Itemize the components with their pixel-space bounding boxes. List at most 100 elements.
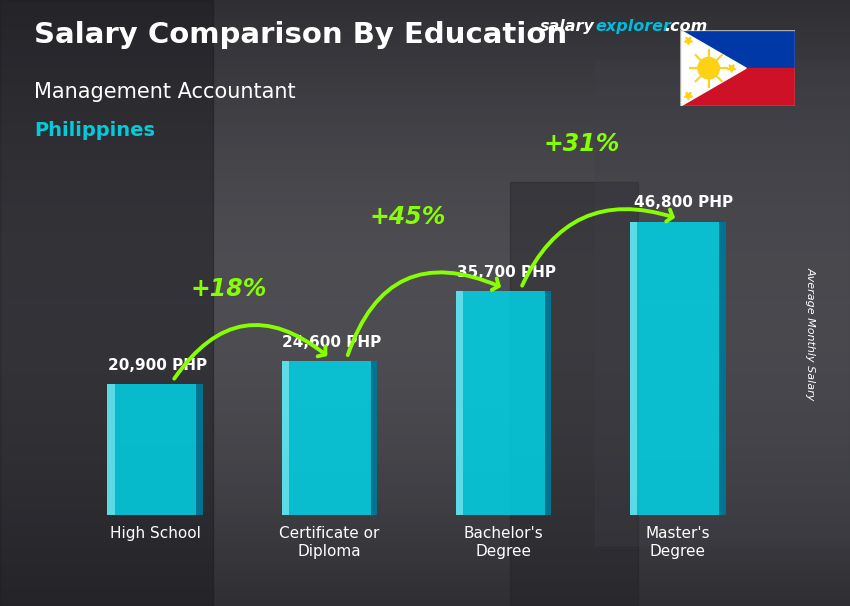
Text: +18%: +18% <box>190 278 267 301</box>
Bar <box>0 130 850 133</box>
Bar <box>0 79 850 82</box>
Bar <box>196 384 203 515</box>
Bar <box>0 509 850 512</box>
Bar <box>0 345 850 348</box>
Bar <box>0 409 850 412</box>
Bar <box>0 233 850 236</box>
Bar <box>0 433 850 436</box>
Bar <box>0 524 850 527</box>
Bar <box>0 358 850 361</box>
Bar <box>0 167 850 170</box>
Bar <box>0 367 850 370</box>
Bar <box>0 97 850 100</box>
Bar <box>0 503 850 506</box>
Bar <box>0 15 850 18</box>
Bar <box>0 591 850 594</box>
Bar <box>456 291 463 515</box>
Bar <box>0 285 850 288</box>
Bar <box>0 339 850 342</box>
Bar <box>0 194 850 197</box>
Bar <box>0 212 850 215</box>
Bar <box>0 403 850 406</box>
Bar <box>0 436 850 439</box>
Bar <box>0 391 850 394</box>
Bar <box>0 394 850 397</box>
Text: .com: .com <box>665 19 708 35</box>
Bar <box>0 282 850 285</box>
Bar <box>0 197 850 200</box>
Bar <box>0 106 850 109</box>
Bar <box>680 68 795 107</box>
Bar <box>0 127 850 130</box>
Bar <box>0 594 850 597</box>
Bar <box>0 85 850 88</box>
Bar <box>0 400 850 403</box>
Bar <box>0 330 850 333</box>
Bar <box>0 148 850 152</box>
Bar <box>281 361 377 515</box>
Bar <box>0 424 850 427</box>
Bar <box>0 585 850 588</box>
Bar <box>0 491 850 494</box>
Bar <box>0 251 850 255</box>
Text: +45%: +45% <box>370 205 446 228</box>
Bar <box>0 142 850 145</box>
Bar <box>0 155 850 158</box>
Bar <box>0 458 850 461</box>
Bar <box>0 258 850 261</box>
Bar <box>680 30 795 68</box>
Bar <box>0 94 850 97</box>
Bar <box>456 291 552 515</box>
Bar <box>0 327 850 330</box>
Bar <box>0 542 850 545</box>
Bar <box>0 315 850 318</box>
Bar <box>0 73 850 76</box>
Bar <box>0 582 850 585</box>
Bar <box>0 479 850 482</box>
Bar <box>0 291 850 294</box>
Bar <box>0 600 850 603</box>
Bar <box>0 88 850 91</box>
Text: explorer: explorer <box>595 19 671 35</box>
Bar <box>0 485 850 488</box>
Bar <box>0 451 850 454</box>
Bar <box>0 364 850 367</box>
Bar <box>0 370 850 373</box>
Bar <box>0 67 850 70</box>
Bar <box>0 112 850 115</box>
Bar <box>0 573 850 576</box>
Bar <box>0 170 850 173</box>
Text: Average Monthly Salary: Average Monthly Salary <box>806 267 816 400</box>
Bar <box>0 442 850 445</box>
Bar <box>0 33 850 36</box>
Bar <box>0 406 850 409</box>
Bar <box>107 384 203 515</box>
Bar <box>0 473 850 476</box>
Bar <box>0 45 850 48</box>
Bar <box>0 0 850 3</box>
Bar <box>0 24 850 27</box>
Bar <box>0 545 850 548</box>
Bar <box>0 42 850 45</box>
Bar <box>0 239 850 242</box>
Bar <box>0 27 850 30</box>
Bar <box>0 300 850 303</box>
Bar <box>0 176 850 179</box>
Bar <box>0 100 850 103</box>
Bar <box>0 388 850 391</box>
Bar <box>0 76 850 79</box>
Bar <box>0 30 850 33</box>
Bar <box>0 103 850 106</box>
Bar <box>0 439 850 442</box>
Bar <box>0 52 850 55</box>
Bar <box>0 61 850 64</box>
Bar <box>0 497 850 500</box>
Bar <box>0 548 850 551</box>
Bar <box>0 603 850 606</box>
Bar <box>0 448 850 451</box>
Bar <box>0 518 850 521</box>
Bar <box>0 245 850 248</box>
Bar <box>0 273 850 276</box>
Bar <box>0 6 850 9</box>
Bar <box>0 361 850 364</box>
